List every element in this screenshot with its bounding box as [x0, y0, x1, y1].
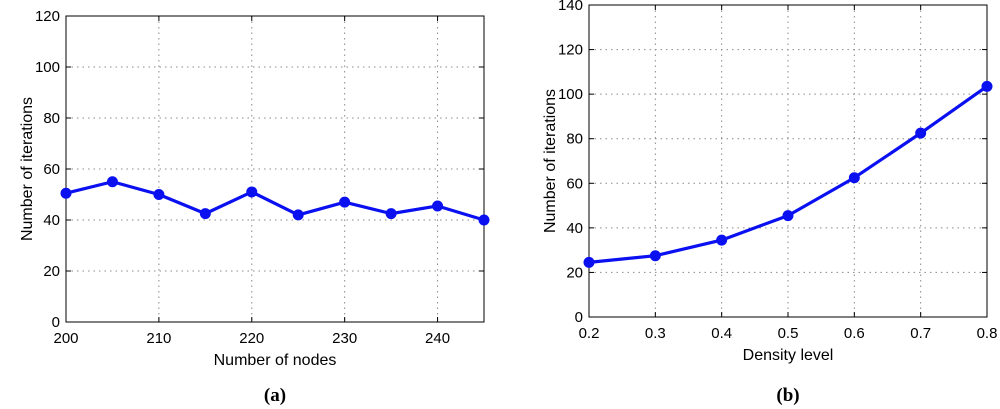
data-point — [478, 214, 490, 226]
data-point — [385, 208, 397, 220]
y-tick-label: 20 — [566, 264, 583, 281]
y-tick-label: 40 — [43, 212, 60, 229]
y-tick-label: 80 — [43, 110, 60, 127]
y-tick-label: 20 — [43, 263, 60, 280]
data-point — [292, 209, 304, 221]
x-tick-label: 0.2 — [579, 325, 600, 342]
y-axis-label: Number of iterations — [542, 89, 559, 233]
data-point — [432, 200, 444, 212]
x-tick-label: 210 — [146, 330, 171, 347]
data-point — [716, 234, 728, 246]
x-tick-label: 0.6 — [844, 325, 865, 342]
y-tick-label: 100 — [558, 86, 583, 103]
data-point — [106, 176, 118, 188]
y-tick-label: 40 — [566, 220, 583, 237]
y-tick-label: 60 — [43, 161, 60, 178]
series-line — [65, 180, 485, 222]
chart-a: 200 210 220 230 240 0 20 40 60 80 100 120 Number of … — [19, 8, 490, 406]
series-line — [588, 85, 988, 264]
data-point — [60, 187, 72, 199]
data-point — [339, 196, 351, 208]
x-tick-label: 220 — [239, 330, 264, 347]
chart-caption: (b) — [776, 385, 799, 406]
data-point — [199, 208, 211, 220]
data-point — [915, 127, 927, 139]
x-tick-label: 0.4 — [711, 325, 732, 342]
data-point — [981, 80, 993, 92]
y-tick-label: 0 — [52, 314, 60, 331]
x-axis-label: Density level — [743, 347, 834, 364]
data-point — [246, 186, 258, 198]
y-tick-label: 120 — [35, 8, 60, 25]
y-tick-label: 60 — [566, 175, 583, 192]
data-point — [848, 172, 860, 184]
x-tick-label: 230 — [332, 330, 357, 347]
y-axis-label: Number of iterations — [19, 97, 36, 241]
x-tick-label: 200 — [53, 330, 78, 347]
x-tick-label: 240 — [425, 330, 450, 347]
chart-b: 0.2 0.3 0.4 0.5 0.6 0.7 0.8 0 20 40 60 80 100 120 140 D… — [542, 0, 997, 406]
chart-caption: (a) — [264, 385, 286, 406]
data-point — [583, 256, 595, 268]
y-tick-label: 100 — [35, 59, 60, 76]
data-point — [649, 250, 661, 262]
data-point — [782, 210, 794, 222]
x-tick-label: 0.3 — [645, 325, 666, 342]
x-tick-label: 0.8 — [977, 325, 998, 342]
x-tick-label: 0.5 — [778, 325, 799, 342]
y-tick-label: 80 — [566, 131, 583, 148]
y-tick-label: 120 — [558, 42, 583, 59]
y-tick-label: 0 — [575, 309, 583, 326]
x-tick-label: 0.7 — [910, 325, 931, 342]
x-axis-label: Number of nodes — [214, 352, 337, 369]
y-tick-label: 140 — [558, 0, 583, 14]
data-point — [153, 189, 165, 200]
